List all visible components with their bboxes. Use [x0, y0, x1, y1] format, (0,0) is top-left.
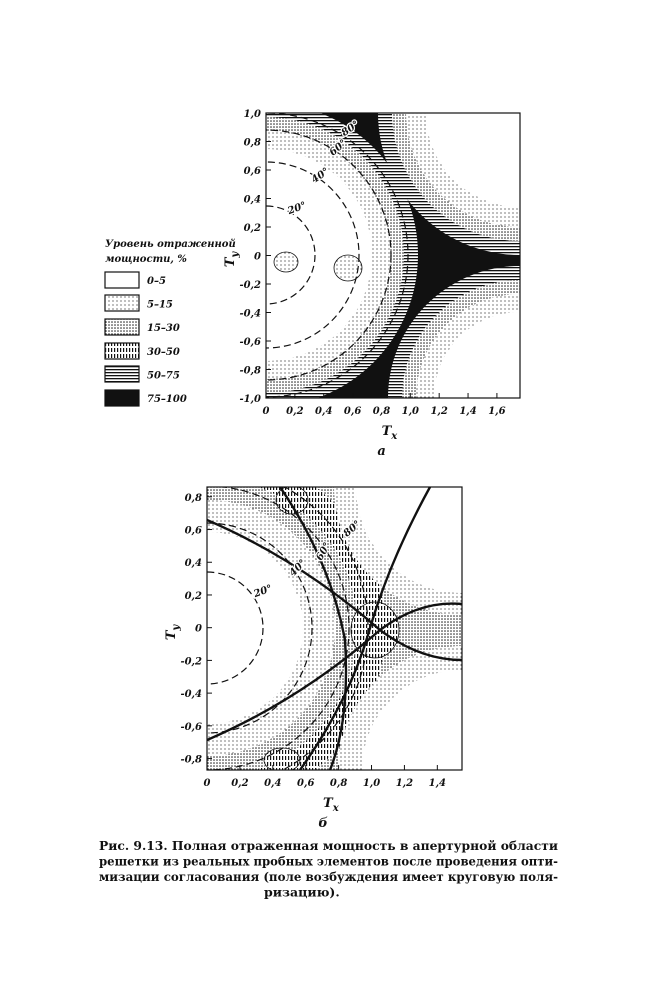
x-tick-label: 1,2	[430, 406, 447, 417]
y-tick-label: 0,2	[244, 223, 261, 234]
x-tick-label: 0,4	[315, 406, 332, 417]
y-tick-label: -1,0	[239, 394, 261, 405]
y-axis-subscript: y	[171, 624, 182, 632]
x-tick-label: 0,2	[286, 406, 303, 417]
swatch-0-5	[104, 271, 140, 289]
x-tick-label: 0,6	[344, 406, 361, 417]
panel-label: а	[377, 444, 385, 459]
legend-swatches	[104, 271, 140, 407]
x-axis-label: Tx	[323, 796, 340, 814]
legend-label: 30–50	[147, 347, 180, 358]
x-tick-label: 1,6	[488, 406, 505, 417]
legend-label: 5–15	[147, 300, 173, 311]
x-tick-label: 1,0	[363, 778, 380, 789]
swatch-50-75	[104, 365, 140, 383]
x-axis-subscript: x	[390, 431, 398, 442]
y-tick-label: 0	[195, 624, 202, 635]
x-axis-symbol: T	[323, 796, 334, 811]
y-tick-label: -0,4	[239, 309, 261, 320]
y-axis-label: Ty	[223, 251, 241, 268]
legend-label: 15–30	[147, 323, 180, 334]
y-tick-label: -0,8	[239, 366, 261, 377]
x-tick-label: 1,0	[402, 406, 419, 417]
y-tick-label: -0,2	[239, 280, 261, 291]
x-tick-label: 0	[204, 778, 211, 789]
caption-line: мизации согласования (поле возбуждения и…	[99, 869, 558, 884]
x-axis-symbol: T	[382, 424, 393, 439]
legend-label: 50–75	[147, 370, 180, 381]
legend-label: 0–5	[147, 276, 166, 287]
x-tick-label: 0,8	[373, 406, 390, 417]
y-tick-label: -0,2	[180, 656, 202, 667]
y-tick-label: 0,6	[185, 526, 202, 537]
y-tick-label: -0,6	[180, 722, 202, 733]
x-tick-label: 0,6	[297, 778, 314, 789]
y-tick-label: 0,8	[185, 493, 202, 504]
caption-line: решетки из реальных пробных элементов по…	[99, 854, 558, 869]
caption-line: ризацию).	[264, 885, 340, 900]
legend-title: мощности, %	[105, 254, 187, 265]
contour-map-a	[266, 113, 520, 398]
x-tick-label: 0	[263, 406, 270, 417]
x-tick-label: 1,2	[396, 778, 413, 789]
x-tick-label: 0,4	[264, 778, 281, 789]
x-tick-label: 0,2	[231, 778, 248, 789]
y-tick-label: -0,6	[239, 337, 261, 348]
swatch-5-15	[104, 294, 140, 312]
y-tick-label: -0,8	[180, 755, 202, 766]
y-tick-label: -0,4	[180, 689, 202, 700]
x-axis-subscript: x	[332, 803, 340, 814]
y-tick-label: 0,2	[185, 591, 202, 602]
frame-b	[206, 486, 463, 771]
y-axis-label: Ty	[164, 624, 182, 641]
y-axis-symbol: T	[223, 256, 238, 267]
caption-line: Рис. 9.13. Полная отраженная мощность в …	[99, 838, 558, 853]
contour-map-b	[207, 487, 462, 770]
x-tick-label: 1,4	[429, 778, 446, 789]
y-tick-label: 1,0	[244, 109, 261, 120]
x-tick-label: 0,8	[330, 778, 347, 789]
legend-title: Уровень отраженной	[105, 239, 236, 250]
y-tick-label: 0,4	[185, 558, 202, 569]
y-axis-symbol: T	[164, 629, 179, 640]
y-tick-label: 0,8	[244, 138, 261, 149]
y-tick-label: 0,4	[244, 195, 261, 206]
swatch-30-50	[104, 342, 140, 360]
swatch-75-100	[104, 389, 140, 407]
y-tick-label: 0	[254, 252, 261, 263]
legend-label: 75–100	[147, 394, 187, 405]
panel-label: б	[318, 816, 328, 831]
y-axis-subscript: y	[230, 251, 241, 259]
x-tick-label: 1,4	[459, 406, 476, 417]
x-axis-label: Tx	[382, 424, 399, 442]
swatch-15-30	[104, 318, 140, 336]
y-tick-label: 0,6	[244, 166, 261, 177]
